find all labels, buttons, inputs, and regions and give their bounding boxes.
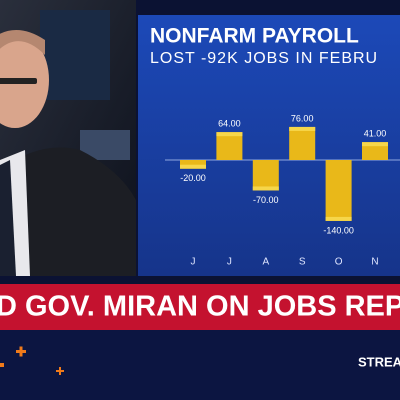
value-label: 41.00 <box>364 129 387 139</box>
x-tick-label: J <box>191 257 196 268</box>
bar-cap <box>252 186 279 191</box>
bar-cap <box>216 132 243 137</box>
value-label: 76.00 <box>291 113 314 123</box>
value-label: -140.00 <box>323 225 354 235</box>
plot: J -20.00 J 64.00 A -70.00 S 76.00 O -140.00 N 41.00 <box>180 113 388 268</box>
bar <box>289 126 316 160</box>
chart-panel <box>138 15 400 276</box>
decor <box>0 346 64 375</box>
lower-bar <box>0 330 400 400</box>
x-tick-label: O <box>335 257 343 268</box>
x-tick-label: N <box>371 257 378 268</box>
bar <box>362 142 388 160</box>
value-label: -20.00 <box>180 173 206 183</box>
x-tick-label: J <box>227 257 232 268</box>
bar-cap <box>289 126 316 131</box>
bar <box>252 160 279 191</box>
bar-cap <box>325 216 352 221</box>
x-tick-label: A <box>262 257 269 268</box>
banner <box>0 284 400 330</box>
x-tick-label: S <box>299 257 306 268</box>
chart-title: NONFARM PAYROLL <box>150 25 359 48</box>
bar-cap <box>362 142 388 147</box>
bar <box>325 160 352 221</box>
bar-cap <box>180 164 206 169</box>
ticker: STREA <box>358 354 400 369</box>
value-label: 64.00 <box>218 119 241 129</box>
bar <box>216 132 243 160</box>
bar <box>180 160 206 169</box>
video-panel <box>0 0 136 276</box>
chart-subtitle: LOST -92K JOBS IN FEBRU <box>150 50 378 67</box>
headline: D GOV. MIRAN ON JOBS REP <box>0 291 400 323</box>
value-label: -70.00 <box>253 195 279 205</box>
